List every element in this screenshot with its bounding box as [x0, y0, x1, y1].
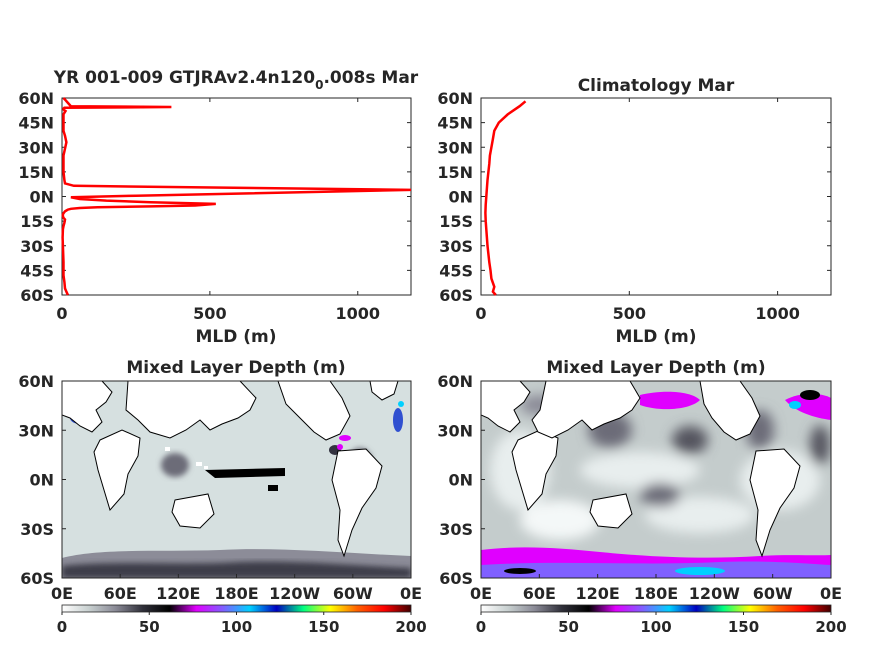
- lat-tick-label: 30S: [439, 520, 473, 539]
- x-axis-label: MLD (m): [195, 327, 276, 347]
- colorbar-tick-label: 150: [308, 618, 339, 636]
- lon-tick-label: 60W: [333, 584, 373, 603]
- x-tick-label: 1000: [335, 304, 380, 323]
- lon-tick-label: 0E: [470, 584, 492, 603]
- x-axis-label: MLD (m): [615, 327, 696, 347]
- x-tick-label: 500: [613, 304, 646, 323]
- y-tick-label: 30S: [439, 237, 473, 256]
- colorbar-tick-label: 50: [558, 618, 579, 636]
- y-tick-label: 15S: [20, 212, 54, 231]
- x-tick-label: 0: [475, 304, 486, 323]
- panel-title-model: YR 001-009 GTJRAv2.4n1200.008s Mar: [53, 68, 419, 92]
- profile-panel-climatology: Climatology Mar 60N45N30N15N0N15S30S45S6…: [437, 76, 832, 347]
- y-tick-group: 60N 45N 30N 15N 0N 15S 30S 45S 60S: [18, 89, 411, 305]
- map-panel-model: Mixed Layer Depth (m): [18, 358, 426, 636]
- colorbar: [480, 604, 832, 613]
- x-tick-label: 0: [56, 304, 67, 323]
- colorbar-tick-label: 150: [728, 618, 759, 636]
- colorbar-tick-label: 0: [476, 618, 486, 636]
- lon-tick-label: 120E: [576, 584, 620, 603]
- colorbar-tick-label: 200: [395, 618, 426, 636]
- y-tick-label: 45N: [437, 114, 473, 133]
- lat-tick-label: 30N: [437, 421, 473, 440]
- lon-tick-label: 180E: [214, 584, 258, 603]
- map-title-climatology: Mixed Layer Depth (m): [546, 358, 765, 378]
- colorbar: [61, 604, 412, 613]
- y-tick-label: 15N: [437, 163, 473, 182]
- lat-tick-label: 0N: [29, 471, 54, 490]
- y-tick-label: 15S: [439, 212, 473, 231]
- y-tick-label: 45S: [20, 261, 54, 280]
- map-panel-climatology: Mixed Layer Depth (m): [437, 358, 846, 636]
- panel-title-climatology: Climatology Mar: [578, 76, 735, 96]
- lon-tick-label: 120E: [156, 584, 200, 603]
- lon-tick-label: 120W: [689, 584, 740, 603]
- lat-tick-label: 0N: [448, 471, 473, 490]
- lon-tick-group: 0E 60E 120E 180E 120W 60W 0E: [470, 574, 842, 603]
- lat-tick-group: 60N 30N 0N 30S 60S: [18, 372, 66, 588]
- y-tick-label: 45S: [439, 261, 473, 280]
- colorbar-tick-label: 200: [815, 618, 846, 636]
- lon-tick-label: 0E: [400, 584, 422, 603]
- y-tick-label: 45N: [18, 114, 54, 133]
- y-tick-label: 60N: [437, 89, 473, 108]
- y-tick-label: 30S: [20, 237, 54, 256]
- lat-tick-group: 60N 30N 0N 30S 60S: [437, 372, 485, 588]
- lat-tick-label: 60N: [437, 372, 473, 391]
- profile-panel-model: YR 001-009 GTJRAv2.4n1200.008s Mar 60N 45…: [18, 68, 418, 347]
- x-tick-group: 0 500 1000: [56, 98, 380, 323]
- x-tick-label: 500: [193, 304, 226, 323]
- lon-tick-label: 0E: [51, 584, 73, 603]
- mld-profile-line: [61, 97, 412, 296]
- lon-tick-label: 60W: [753, 584, 793, 603]
- lat-tick-label: 60S: [20, 569, 54, 588]
- lat-tick-label: 30N: [18, 421, 54, 440]
- y-tick-group: 60N 45N 30N 15N 0N 15S 30S 45S 60S: [437, 89, 831, 305]
- x-tick-label: 1000: [755, 304, 800, 323]
- y-tick-label: 60N: [18, 89, 54, 108]
- colorbar-tick-group: 0 50 100 150 200: [57, 612, 427, 636]
- lon-tick-label: 120W: [269, 584, 320, 603]
- lat-tick-label: 60N: [18, 372, 54, 391]
- lon-tick-label: 60E: [104, 584, 137, 603]
- mld-field-climatology: [481, 381, 831, 578]
- lon-tick-group: 0E 60E 120E 180E 120W 60W 0E: [51, 574, 422, 603]
- y-tick-label: 30N: [437, 138, 473, 157]
- colorbar-tick-label: 50: [139, 618, 160, 636]
- colorbar-tick-label: 0: [57, 618, 67, 636]
- y-tick-label: 15N: [18, 163, 54, 182]
- x-tick-group: 0 500 1000: [475, 98, 800, 323]
- lat-tick-label: 30S: [20, 520, 54, 539]
- mld-field-model: [62, 381, 411, 578]
- colorbar-tick-label: 100: [640, 618, 671, 636]
- y-tick-label: 0N: [29, 188, 54, 207]
- y-tick-label: 0N: [448, 188, 473, 207]
- y-tick-label: 60S: [20, 286, 54, 305]
- lon-tick-label: 180E: [634, 584, 678, 603]
- y-tick-label: 60S: [439, 286, 473, 305]
- mld-profile-line: [484, 100, 527, 296]
- lon-tick-label: 60E: [523, 584, 556, 603]
- colorbar-tick-label: 100: [221, 618, 252, 636]
- lon-tick-label: 0E: [820, 584, 842, 603]
- colorbar-tick-group: 0 50 100 150 200: [476, 612, 847, 636]
- map-title-model: Mixed Layer Depth (m): [126, 358, 345, 378]
- y-tick-label: 30N: [18, 138, 54, 157]
- lat-tick-label: 60S: [439, 569, 473, 588]
- plot-frame-climatology: [480, 97, 832, 296]
